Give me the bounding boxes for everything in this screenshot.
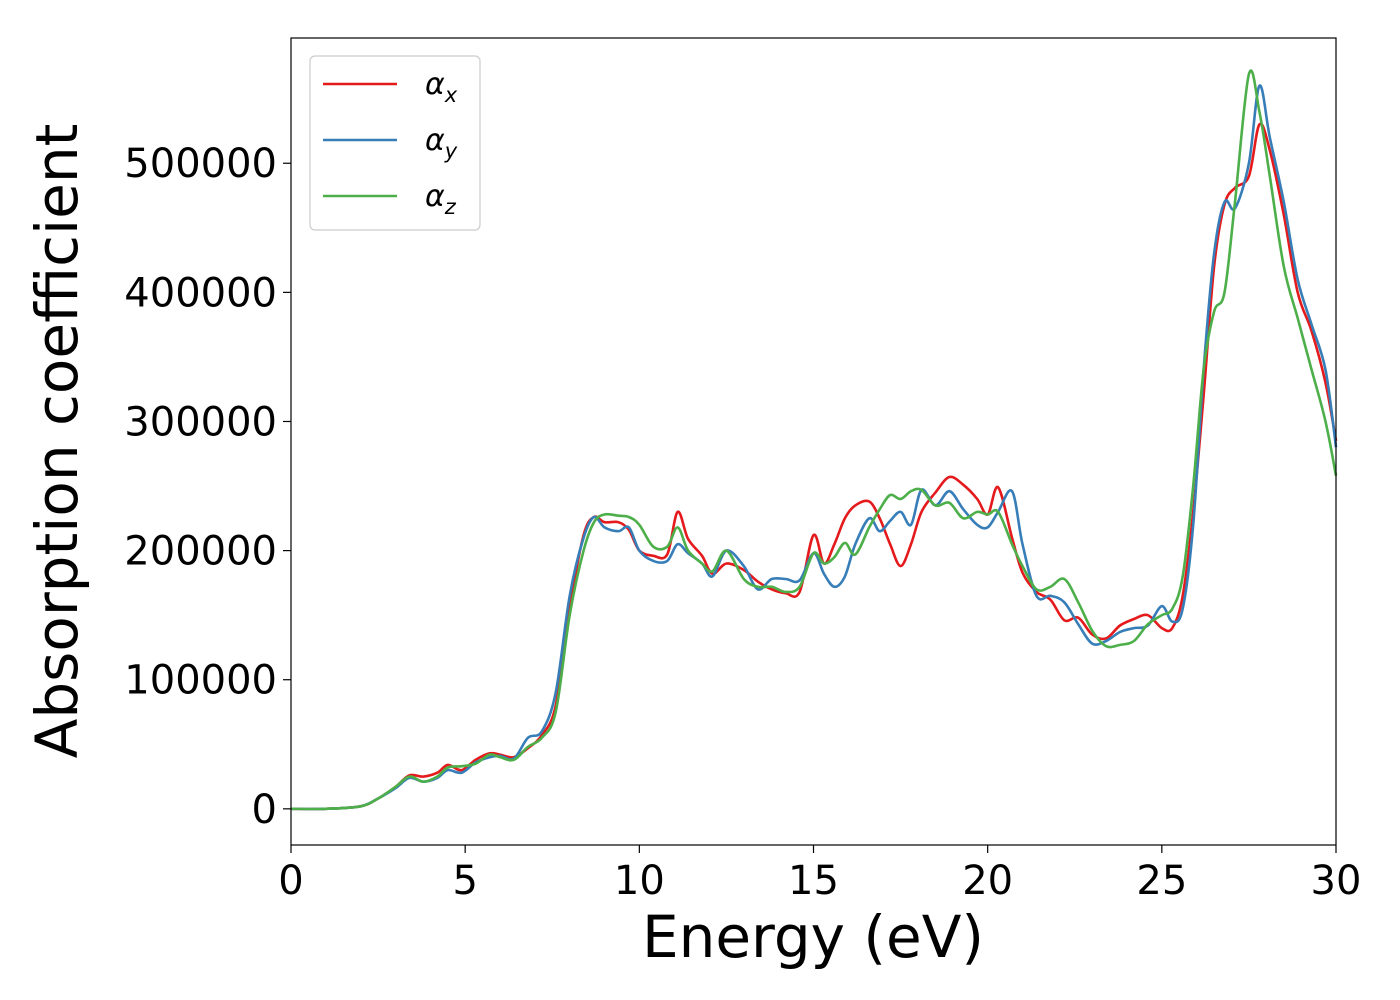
series-layer: [290, 69, 1338, 811]
x-tick-label: 30: [1311, 858, 1362, 904]
x-tick-label: 0: [278, 858, 303, 904]
series-line-z: [290, 69, 1338, 811]
y-tick-label: 300000: [124, 399, 277, 445]
y-tick-label: 500000: [124, 141, 277, 187]
y-tick-label: 200000: [124, 529, 277, 575]
legend-label-y: αy: [425, 123, 458, 163]
legend-label-x: αx: [425, 67, 458, 107]
y-axis-ticks: 0 100000 200000 300000 400000 500000: [124, 141, 291, 833]
legend-label-z: αz: [425, 179, 457, 219]
y-tick-label: 400000: [124, 270, 277, 316]
legend: αx αy αz: [309, 55, 481, 231]
x-axis-ticks: 0 5 10 15 20 25 30: [278, 845, 1361, 904]
y-tick-label: 100000: [124, 658, 277, 704]
x-tick-label: 10: [614, 858, 665, 904]
y-tick-label: 0: [252, 787, 277, 833]
x-tick-label: 25: [1136, 858, 1187, 904]
x-tick-label: 5: [452, 858, 477, 904]
series-line-y: [290, 84, 1338, 811]
x-tick-label: 20: [962, 858, 1013, 904]
y-axis-label: Absorption coefficient: [23, 124, 91, 759]
legend-box: [309, 55, 481, 231]
x-tick-label: 15: [788, 858, 839, 904]
x-axis-label: Energy (eV): [642, 903, 984, 971]
